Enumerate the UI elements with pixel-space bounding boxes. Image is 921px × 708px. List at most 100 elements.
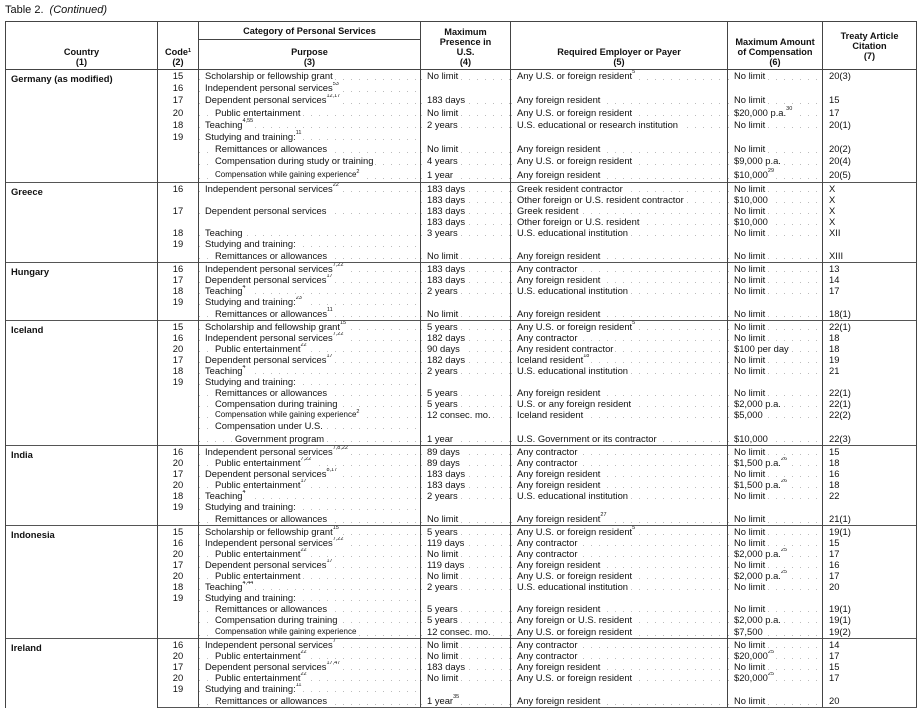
compensation-cell: No limit: [727, 181, 823, 194]
presence-cell: 5 years: [420, 319, 511, 332]
compensation-cell-value: No limit: [734, 364, 766, 376]
code-cell-text: 16: [173, 263, 183, 274]
code-cell-text: 18: [173, 581, 183, 592]
presence-cell-value: 5 years: [427, 603, 458, 615]
presence-cell-value: 89 days: [427, 446, 460, 458]
presence-cell-text: 12 consec. mo.: [427, 409, 493, 421]
employer-cell-text: U.S. or any foreign resident: [517, 398, 634, 410]
compensation-cell: No limit: [727, 353, 823, 365]
article-cell-text: 19(1): [829, 614, 851, 625]
country-section: India 16 Independent personal services7,8,…: [5, 445, 917, 526]
purpose-cell: Public entertainment22: [198, 650, 421, 662]
presence-cell-value: No limit: [427, 570, 459, 582]
article-cell-value: 17: [829, 548, 840, 560]
article-cell: 20: [822, 694, 917, 708]
employer-cell-value: Any foreign resident: [517, 387, 601, 399]
purpose-cell-value: Remittances or allowances: [215, 513, 328, 525]
article-cell-text: 18(1): [829, 308, 851, 319]
employer-cell-text: Any U.S. or foreign resident: [517, 106, 635, 118]
table-row: 18 Teaching4 2 years U.S. educational insti…: [6, 284, 917, 296]
presence-cell-value: No limit: [427, 249, 459, 261]
purpose-cell-value: Dependent personal services: [205, 273, 327, 285]
presence-cell-text: 2 years: [427, 581, 460, 593]
compensation-cell-text: $20,00025: [734, 672, 777, 684]
country-name: Ireland: [5, 638, 158, 708]
compensation-cell-text: No limit: [734, 204, 768, 216]
code-cell-value: 18: [172, 581, 184, 593]
presence-cell-value: No limit: [427, 513, 459, 525]
code-cell: [157, 420, 199, 432]
presence-cell-value: No limit: [427, 650, 459, 662]
footnote-ref: 5: [632, 69, 636, 76]
code-cell: 20: [157, 672, 199, 684]
compensation-cell-text: $9,000 p.a.: [734, 155, 783, 167]
compensation-cell-value: No limit: [734, 661, 766, 673]
purpose-cell-text: Public entertainment: [215, 570, 303, 582]
code-cell-text: 17: [173, 354, 183, 365]
employer-cell: Any foreign resident: [510, 142, 728, 155]
code-cell-value: 16: [172, 331, 184, 343]
country-name: Germany (as modified): [5, 69, 158, 183]
footnote-ref: 15: [339, 320, 347, 326]
article-cell-value: 17: [829, 106, 840, 118]
country-section: Indonesia 15 Scholarship or fellowship gra…: [5, 525, 917, 639]
article-cell-text: 19: [829, 354, 839, 365]
presence-cell-value: 183 days: [427, 182, 466, 194]
article-cell: [822, 130, 917, 143]
employer-cell-text: Any foreign resident: [517, 168, 603, 180]
article-cell-value: XIII: [829, 249, 844, 261]
footnote-ref: 11: [295, 683, 302, 689]
presence-cell: 3 years: [420, 226, 511, 238]
presence-cell-value: 12 consec. mo.: [427, 626, 491, 638]
compensation-cell-value: $5,000: [734, 409, 763, 421]
compensation-cell: No limit: [727, 603, 823, 615]
purpose-cell-value: Dependent personal services: [205, 661, 327, 673]
code-cell: 17: [157, 93, 199, 107]
code-cell: 18: [157, 226, 199, 238]
presence-cell-value: 183 days: [427, 215, 466, 227]
compensation-cell-text: No limit: [734, 537, 768, 549]
compensation-cell-value: No limit: [734, 387, 766, 399]
compensation-cell-text: No limit: [734, 70, 768, 82]
presence-cell-value: 1 year: [427, 432, 454, 444]
purpose-cell-value: Public entertainment: [215, 570, 301, 582]
purpose-cell-text: Compensation while gaining experience: [215, 627, 359, 637]
employer-cell: [510, 501, 728, 513]
purpose-cell: Teaching4: [198, 284, 421, 296]
purpose-cell-value: Compensation under U.S.: [215, 420, 323, 432]
purpose-cell: Compensation during study or training: [198, 154, 421, 167]
presence-cell-text: No limit: [427, 70, 461, 82]
presence-cell: No limit: [420, 650, 511, 662]
header-country: Country (1): [5, 21, 158, 70]
employer-cell: Any foreign resident: [510, 387, 728, 399]
article-cell: 15: [822, 537, 917, 549]
employer-cell-value: Any contractor: [517, 639, 578, 651]
employer-cell-value: Any foreign resident: [517, 603, 601, 615]
table-row: 20 Public entertainment22 No limit Any U.S.…: [6, 672, 917, 684]
compensation-cell: [727, 683, 823, 695]
presence-cell: [420, 375, 511, 388]
article-cell-text: 15: [829, 94, 839, 105]
code-cell: 15: [157, 68, 199, 82]
article-cell: 18: [822, 331, 917, 343]
article-cell-text: 18: [829, 479, 839, 490]
presence-cell-text: 183 days: [427, 468, 468, 480]
code-cell-text: 17: [173, 94, 183, 105]
employer-cell-text: Any foreign resident: [517, 695, 603, 707]
employer-cell: Other foreign or U.S. resident contracto…: [510, 193, 728, 205]
code-cell-text: 16: [173, 640, 183, 651]
employer-cell-value: Any U.S. or foreign resident: [517, 70, 633, 82]
employer-cell-text: Any contractor: [517, 639, 580, 651]
table-row: 19 Studying and training:: [6, 375, 917, 388]
compensation-cell-text: No limit: [734, 249, 768, 261]
presence-cell-text: 2 years: [427, 364, 460, 376]
article-cell-value: 20(1): [829, 118, 851, 130]
presence-cell-value: 2 years: [427, 490, 458, 502]
article-cell-value: 21: [829, 364, 840, 376]
purpose-cell: Compensation during training: [198, 398, 421, 410]
article-cell: [822, 295, 917, 307]
purpose-cell-text: Studying and training:: [205, 501, 298, 513]
purpose-cell: Public entertainment: [198, 106, 421, 119]
presence-cell-value: 183 days: [427, 262, 466, 274]
code-cell-value: 20: [172, 479, 184, 491]
